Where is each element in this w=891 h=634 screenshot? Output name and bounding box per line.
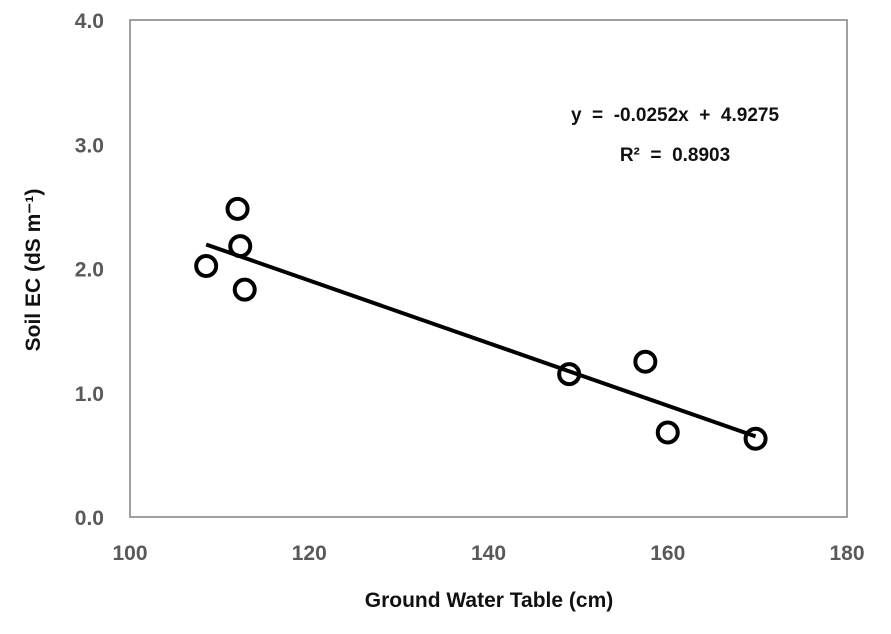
y-tick-label: 2.0 [75, 259, 104, 282]
data-point [225, 196, 250, 221]
data-point [557, 362, 582, 387]
data-point [655, 420, 680, 445]
y-tick-label: 4.0 [75, 10, 104, 33]
data-points [194, 196, 768, 451]
y-tick-labels: 0.0 1.0 2.0 3.0 4.0 [75, 10, 104, 530]
data-point [232, 277, 257, 302]
x-axis-title: Ground Water Table (cm) [365, 589, 614, 612]
r-squared-label: R² = 0.8903 [620, 145, 730, 166]
x-tick-label: 100 [112, 542, 147, 565]
x-tick-labels: 100 120 140 160 180 [112, 542, 864, 565]
y-tick-label: 1.0 [75, 383, 104, 406]
y-axis-title: Soil EC (dS m⁻¹) [22, 189, 45, 352]
x-tick-label: 160 [650, 542, 685, 565]
data-point [743, 426, 768, 451]
plot-frame [129, 19, 848, 518]
data-point [633, 349, 658, 374]
y-tick-label: 0.0 [75, 507, 104, 530]
x-tick-label: 180 [829, 542, 864, 565]
data-point [194, 254, 219, 279]
equation-label: y = -0.0252x + 4.9275 [571, 105, 780, 126]
trendline [205, 242, 757, 439]
x-tick-label: 120 [292, 542, 327, 565]
x-tick-label: 140 [471, 542, 506, 565]
y-tick-label: 3.0 [75, 134, 104, 157]
data-point [228, 234, 253, 259]
